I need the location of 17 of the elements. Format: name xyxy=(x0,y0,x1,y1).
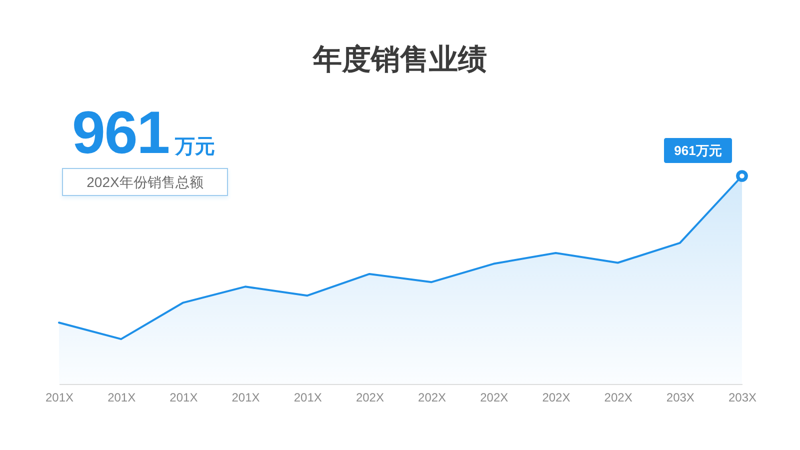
x-tick-label: 203X xyxy=(728,390,757,404)
x-tick-label: 201X xyxy=(45,390,74,404)
x-tick-label: 202X xyxy=(356,390,384,404)
x-tick-label: 202X xyxy=(480,390,508,404)
x-tick-label: 203X xyxy=(666,390,694,404)
chart-title: 年度销售业绩 xyxy=(313,42,487,78)
text: 961万元 xyxy=(674,143,722,158)
text: 961 xyxy=(72,98,170,168)
x-tick-label: 201X xyxy=(232,390,260,404)
x-tick-label: 201X xyxy=(294,390,322,404)
x-tick-label: 202X xyxy=(604,390,632,404)
x-tick-label: 201X xyxy=(170,390,198,404)
x-tick-label: 202X xyxy=(418,390,446,404)
text: 万元 xyxy=(175,135,216,160)
x-tick-label: 202X xyxy=(542,390,570,404)
x-tick-label: 201X xyxy=(108,390,136,404)
annotation: 202X年份销售总额 xyxy=(62,168,228,196)
